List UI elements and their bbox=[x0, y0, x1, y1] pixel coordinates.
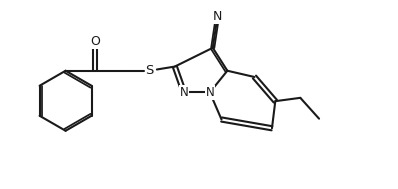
Text: O: O bbox=[90, 36, 100, 48]
Text: S: S bbox=[146, 64, 154, 77]
Text: N: N bbox=[205, 86, 214, 99]
Text: N: N bbox=[213, 10, 222, 22]
Text: N: N bbox=[179, 86, 188, 99]
